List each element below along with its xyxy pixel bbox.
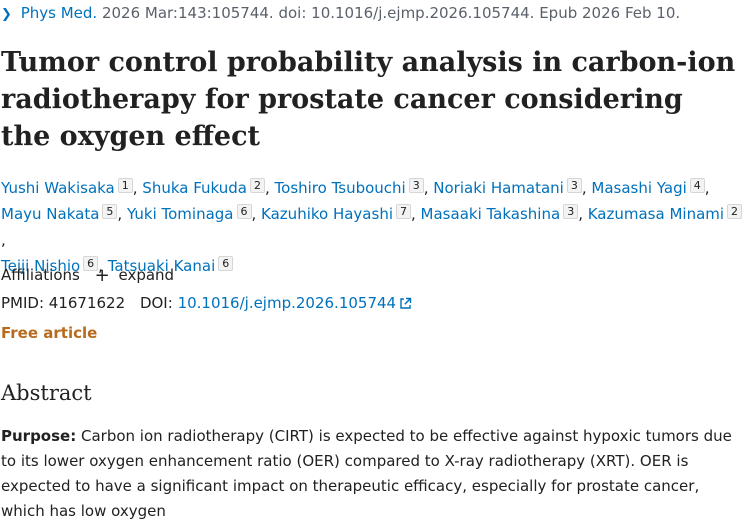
author-link[interactable]: Kazuhiko Hayashi	[261, 205, 393, 223]
pmid-value: 41671622	[48, 294, 126, 312]
author-link[interactable]: Masashi Yagi	[591, 179, 687, 197]
author-link[interactable]: Mayu Nakata	[1, 205, 100, 223]
purpose-text: Carbon ion radiotherapy (CIRT) is expect…	[1, 427, 732, 520]
author-link[interactable]: Kazumasa Minami	[587, 205, 725, 223]
affiliation-number[interactable]: 1	[117, 178, 133, 193]
affiliation-number[interactable]: 3	[566, 178, 582, 193]
article-page: ❯ Phys Med. 2026 Mar:143:105744. doi: 10…	[1, 4, 746, 520]
citation-line: ❯ Phys Med. 2026 Mar:143:105744. doi: 10…	[1, 4, 680, 22]
author-link[interactable]: Tatsuaki Kanai	[107, 257, 216, 275]
affiliation-number[interactable]: 2	[249, 178, 265, 193]
author-list: Yushi Wakisaka 1, Shuka Fukuda 2, Toshiro …	[1, 175, 746, 279]
affiliation-number[interactable]: 3	[563, 204, 579, 219]
identifiers-line: PMID: 41671622 DOI: 10.1016/j.ejmp.2026.…	[1, 294, 412, 312]
expand-label[interactable]: expand	[118, 266, 175, 284]
doi-label: DOI:	[139, 294, 173, 312]
affiliation-number[interactable]: 6	[83, 256, 99, 271]
affiliation-number[interactable]: 6	[236, 204, 252, 219]
affiliation-number[interactable]: 7	[396, 204, 411, 219]
abstract-heading: Abstract	[1, 381, 92, 405]
author-link[interactable]: Teiji Nishio	[1, 257, 81, 275]
author-link[interactable]: Shuka Fukuda	[142, 179, 247, 197]
citation-details: 2026 Mar:143:105744. doi: 10.1016/j.ejmp…	[101, 4, 681, 22]
chevron-right-icon[interactable]: ❯	[1, 7, 12, 22]
abstract-paragraph: Purpose: Carbon ion radiotherapy (CIRT) …	[1, 424, 743, 524]
doi-link[interactable]: 10.1016/j.ejmp.2026.105744	[177, 294, 397, 312]
article-title: Tumor control probability analysis in ca…	[1, 47, 736, 152]
affiliation-number[interactable]: 6	[218, 256, 234, 271]
author-link[interactable]: Noriaki Hamatani	[433, 179, 564, 197]
plus-icon[interactable]: +	[94, 265, 110, 286]
author-link[interactable]: Toshiro Tsubouchi	[274, 179, 406, 197]
affiliation-number[interactable]: 3	[408, 178, 424, 193]
journal-link[interactable]: Phys Med.	[20, 4, 98, 22]
affiliations-toggle[interactable]: Affiliations + expand	[1, 265, 175, 286]
pmid-label: PMID:	[1, 294, 45, 312]
affiliation-number[interactable]: 2	[727, 204, 743, 219]
affiliation-number[interactable]: 4	[689, 178, 705, 193]
free-article-badge: Free article	[1, 324, 98, 342]
author-link[interactable]: Masaaki Takashina	[420, 205, 561, 223]
affiliations-label: Affiliations	[1, 266, 80, 284]
author-link[interactable]: Yuki Tominaga	[126, 205, 234, 223]
author-link[interactable]: Yushi Wakisaka	[1, 179, 115, 197]
purpose-label: Purpose:	[1, 427, 77, 445]
affiliation-number[interactable]: 5	[102, 204, 118, 219]
external-link-icon[interactable]	[399, 297, 412, 310]
